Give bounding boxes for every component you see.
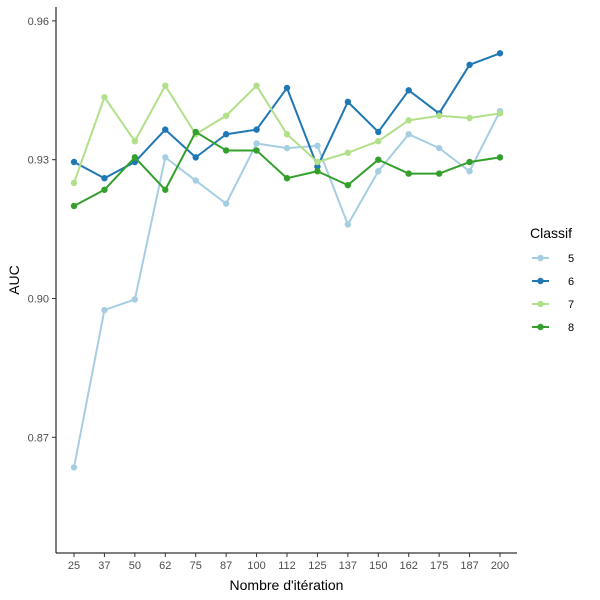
data-point-5-162 (405, 131, 412, 138)
x-tick-label: 75 (190, 560, 202, 572)
data-point-7-150 (375, 137, 382, 145)
data-point-7-112 (283, 131, 291, 138)
legend-key-point (537, 254, 544, 262)
data-point-8-37 (101, 186, 108, 193)
data-point-8-200 (496, 154, 504, 161)
series-line-5 (73, 110, 501, 468)
x-tick-label: 150 (369, 560, 387, 572)
data-point-5-100 (253, 140, 260, 147)
legend-key-point (537, 300, 544, 308)
legend-title: Classif (530, 225, 572, 241)
data-point-6-87 (222, 131, 230, 138)
legend-label: 5 (568, 253, 574, 265)
legend-item-6: 6 (532, 276, 574, 288)
y-tick-label: 0.93 (28, 155, 49, 167)
data-point-7-162 (405, 117, 412, 124)
data-point-6-62 (162, 126, 169, 133)
legend-item-7: 7 (532, 299, 574, 311)
y-axis-title: AUC (6, 265, 22, 295)
y-tick-label: 0.87 (28, 432, 49, 444)
y-tick-label: 0.96 (28, 16, 49, 28)
data-point-8-62 (162, 186, 169, 193)
data-point-8-87 (222, 147, 230, 154)
data-point-6-37 (101, 175, 108, 182)
data-point-6-137 (344, 98, 352, 106)
data-point-6-187 (466, 61, 473, 69)
data-point-7-62 (162, 82, 169, 89)
data-point-8-187 (466, 158, 473, 166)
data-point-6-75 (192, 154, 199, 161)
legend-item-5: 5 (532, 253, 574, 265)
x-tick-label: 62 (159, 560, 171, 572)
data-point-7-200 (496, 110, 504, 117)
data-point-6-112 (283, 84, 291, 92)
x-tick-label: 50 (129, 560, 141, 572)
data-point-7-50 (131, 137, 139, 145)
data-point-5-150 (375, 168, 382, 175)
x-tick-label: 100 (247, 560, 265, 572)
data-point-7-25 (70, 179, 78, 187)
data-point-8-75 (192, 128, 199, 136)
data-point-6-125 (314, 163, 321, 170)
data-point-5-137 (344, 221, 352, 228)
data-point-5-50 (131, 296, 139, 303)
data-point-6-25 (70, 158, 78, 166)
legend-label: 6 (568, 276, 574, 288)
data-point-8-112 (283, 175, 291, 182)
data-point-7-87 (222, 112, 230, 119)
x-axis-title: Nombre d'itération (230, 577, 344, 593)
x-tick-label: 137 (339, 560, 357, 572)
legend-item-8: 8 (532, 322, 574, 334)
data-point-5-175 (435, 144, 443, 152)
data-point-6-162 (405, 87, 412, 94)
data-point-8-125 (314, 168, 321, 175)
y-tick-label: 0.90 (28, 294, 49, 306)
series-6 (70, 50, 504, 182)
x-tick-label: 187 (460, 560, 478, 572)
series-8 (70, 128, 504, 210)
data-point-7-175 (435, 112, 443, 119)
data-point-7-125 (314, 158, 321, 166)
data-point-7-187 (466, 114, 473, 122)
data-point-5-75 (192, 177, 199, 184)
x-tick-label: 37 (98, 560, 110, 572)
legend-label: 7 (568, 299, 574, 311)
data-point-8-137 (344, 181, 352, 189)
data-point-6-200 (496, 50, 504, 57)
data-point-8-162 (405, 170, 412, 177)
data-point-7-137 (344, 149, 352, 156)
x-tick-label: 125 (308, 560, 326, 572)
x-tick-label: 162 (400, 560, 418, 572)
data-point-8-175 (435, 170, 443, 177)
x-tick-label: 87 (220, 560, 232, 572)
x-tick-label: 112 (278, 560, 296, 572)
data-point-6-100 (253, 126, 260, 133)
data-point-8-25 (70, 202, 78, 210)
data-point-8-50 (131, 154, 139, 161)
data-point-8-100 (253, 147, 260, 154)
data-point-7-100 (253, 82, 260, 89)
data-point-5-62 (162, 154, 169, 161)
legend-key-point (537, 323, 544, 331)
data-point-8-150 (375, 156, 382, 163)
data-point-5-187 (466, 168, 473, 175)
data-point-6-150 (375, 128, 382, 136)
series-line-8 (73, 130, 501, 207)
legend-key-point (537, 277, 544, 285)
data-point-5-25 (70, 464, 78, 471)
data-point-5-37 (101, 306, 108, 314)
x-tick-label: 175 (430, 560, 448, 572)
data-point-5-112 (283, 144, 291, 152)
x-tick-label: 25 (68, 560, 80, 572)
legend-label: 8 (568, 322, 574, 334)
x-tick-label: 200 (491, 560, 509, 572)
data-point-5-87 (222, 200, 230, 207)
data-point-7-37 (101, 94, 108, 101)
data-point-5-125 (314, 142, 321, 150)
